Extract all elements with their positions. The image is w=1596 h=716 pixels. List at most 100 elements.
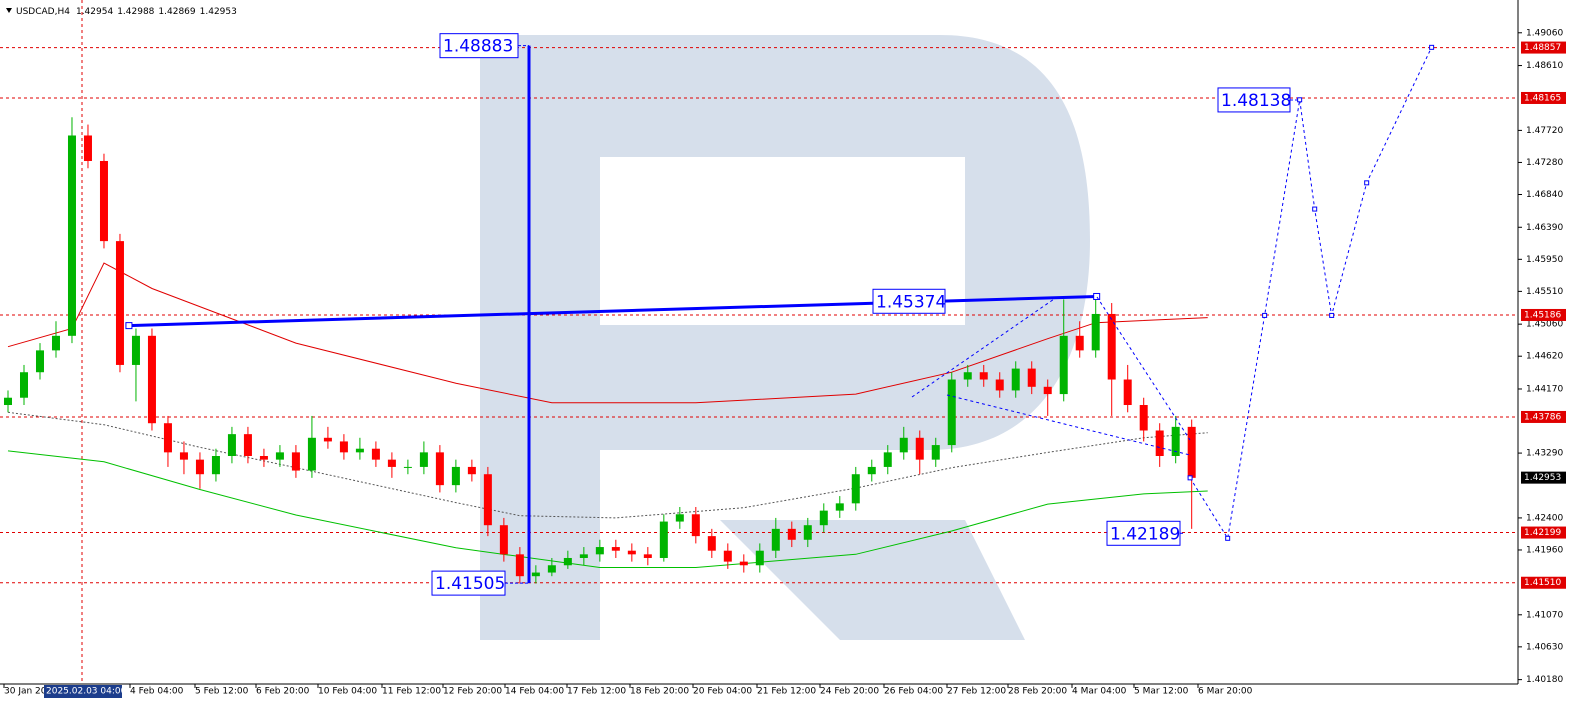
x-tick-label: 4 Feb 04:00	[130, 687, 184, 697]
y-tick-label: 1.44620	[1526, 352, 1563, 362]
candle-body	[915, 437, 924, 460]
candle-body	[163, 423, 172, 453]
candle-body	[595, 547, 604, 555]
pattern-line	[1096, 296, 1191, 441]
candle-body	[899, 437, 908, 453]
candle-body	[243, 434, 252, 456]
candle-body	[931, 445, 940, 460]
trend-point	[1093, 292, 1101, 300]
annotation-box	[1106, 520, 1181, 546]
candle-body	[691, 514, 700, 537]
candle-body	[435, 452, 444, 486]
watermark-bowl	[480, 35, 1090, 640]
candle-body	[1155, 430, 1164, 456]
forecast-point	[1225, 535, 1231, 541]
candle-body	[707, 536, 716, 551]
candle-body	[83, 135, 92, 161]
candle-body	[483, 474, 492, 526]
candle-body	[1027, 368, 1036, 387]
x-tick-label: 5 Feb 12:00	[195, 687, 249, 697]
candle-body	[611, 547, 620, 551]
candle-body	[1075, 335, 1084, 351]
candle-body	[1091, 313, 1100, 351]
annotation-label: 1.48883	[443, 37, 513, 57]
y-tick-label: 1.47280	[1526, 158, 1563, 168]
candle-body	[467, 466, 476, 475]
candle-body	[835, 503, 844, 511]
candle-body	[227, 434, 236, 456]
candle-body	[819, 510, 828, 526]
y-tick-label: 1.45510	[1526, 287, 1563, 297]
forecast-point	[1312, 206, 1318, 212]
y-tick-label: 1.41070	[1526, 610, 1563, 620]
candle-body	[195, 459, 204, 475]
forecast-point	[1364, 180, 1370, 186]
x-tick-label: 18 Feb 20:00	[630, 687, 689, 697]
candle-body	[1139, 405, 1148, 431]
forecast-point	[1187, 475, 1193, 481]
price-tag	[1521, 471, 1566, 484]
candle-body	[723, 550, 732, 562]
symbol: USDCAD,H4	[16, 7, 70, 17]
forecast-path	[1189, 47, 1433, 540]
y-tick-label: 1.45060	[1526, 320, 1563, 330]
open: 1.42954	[76, 7, 113, 17]
candle-body	[1123, 379, 1132, 406]
x-tick-label: 27 Feb 12:00	[947, 687, 1006, 697]
cursor-tag	[44, 685, 122, 698]
level-tag	[1521, 526, 1566, 539]
level-label: 1.41510	[1524, 578, 1561, 588]
candle-body	[115, 241, 124, 365]
candle-body	[339, 441, 348, 453]
y-tick-label: 1.48610	[1526, 61, 1563, 71]
y-tick-label: 1.40180	[1526, 675, 1563, 685]
annotation-label: 1.42189	[1110, 524, 1180, 544]
level-label: 1.45186	[1524, 310, 1561, 320]
annotation-label: 1.48138	[1221, 91, 1291, 111]
forecast-point	[1262, 312, 1268, 318]
x-tick-label: 17 Feb 12:00	[567, 687, 626, 697]
candle-body	[787, 528, 796, 540]
annotation-box	[1217, 87, 1291, 113]
candle-body	[387, 459, 396, 467]
candle-body	[643, 554, 652, 558]
x-tick-label: 4 Mar 04:00	[1072, 687, 1127, 697]
candle-body	[867, 466, 876, 475]
y-tick-label: 1.43290	[1526, 449, 1563, 459]
candle-body	[963, 372, 972, 380]
x-tick-label: 14 Feb 04:00	[505, 687, 564, 697]
candle-body	[19, 372, 28, 398]
y-tick-label: 1.46390	[1526, 223, 1563, 233]
candle-body	[995, 379, 1004, 391]
candle-body	[307, 437, 316, 471]
candle-body	[147, 335, 156, 424]
annotation-label: 1.41505	[435, 574, 505, 594]
candle-body	[1011, 368, 1020, 391]
level-label: 1.43786	[1524, 412, 1561, 422]
candle-body	[35, 350, 44, 373]
candle-body	[659, 521, 668, 558]
candle-body	[579, 554, 588, 558]
annotation-box	[439, 33, 519, 59]
candle-body	[947, 379, 956, 446]
menu-arrow	[6, 8, 12, 13]
x-tick-label: 6 Mar 20:00	[1198, 687, 1253, 697]
level-tag	[1521, 41, 1566, 54]
indicator-line	[7, 450, 1208, 568]
candle-body	[547, 565, 556, 573]
y-tick-label: 1.49060	[1526, 28, 1563, 38]
candle-body	[3, 397, 12, 406]
candle-body	[51, 335, 60, 351]
candle-body	[259, 456, 268, 460]
pattern-line	[911, 296, 1058, 398]
trend-point	[125, 322, 133, 330]
candle-body	[771, 528, 780, 551]
candle-body	[403, 466, 412, 468]
x-tick-label: 21 Feb 12:00	[757, 687, 816, 697]
level-label: 1.42199	[1524, 528, 1561, 538]
y-tick-label: 1.46840	[1526, 190, 1563, 200]
candle-body	[131, 335, 140, 365]
candle-body	[67, 135, 76, 336]
candle-body	[627, 550, 636, 555]
